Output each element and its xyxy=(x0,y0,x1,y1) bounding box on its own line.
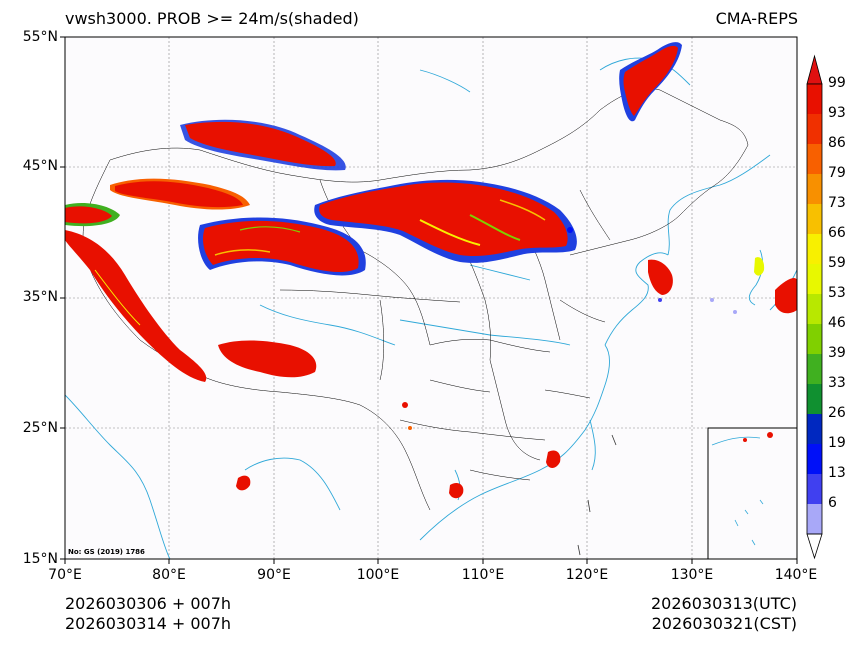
colorbar-label: 53 xyxy=(828,285,846,301)
valid-time-cst: 2026030321(CST) xyxy=(651,614,797,633)
colorbar-segment xyxy=(807,504,822,534)
colorbar-segment xyxy=(807,234,822,264)
colorbar-frame xyxy=(806,83,823,535)
colorbar-segment xyxy=(807,324,822,354)
colorbar-segment xyxy=(807,414,822,444)
lon-label-130: 130°E xyxy=(670,567,714,583)
colorbar-label: 19 xyxy=(828,435,846,451)
lon-label-120: 120°E xyxy=(565,567,609,583)
graticule xyxy=(65,37,797,559)
lon-label-90: 90°E xyxy=(257,567,291,583)
model-name: CMA-REPS xyxy=(715,9,798,28)
colorbar-label: 39 xyxy=(828,345,846,361)
colorbar-label: 6 xyxy=(828,495,837,511)
axis-ticks xyxy=(60,36,798,564)
lon-label-140: 140°E xyxy=(774,567,818,583)
colorbar-min-arrow xyxy=(806,533,823,560)
lon-label-70: 70°E xyxy=(48,567,82,583)
colorbar-label: 73 xyxy=(828,195,846,211)
probability-shading xyxy=(65,42,797,499)
colorbar-segment xyxy=(807,474,822,504)
colorbar-segment xyxy=(807,354,822,384)
south-china-sea-inset xyxy=(707,427,797,559)
colorbar-segment xyxy=(807,114,822,144)
colorbar-max-arrow xyxy=(806,54,823,85)
lat-label-55: 55°N xyxy=(22,29,58,45)
colorbar-label: 46 xyxy=(828,315,846,331)
init-time-utc: 2026030306 + 007h xyxy=(65,594,232,613)
init-time-cst: 2026030314 + 007h xyxy=(65,614,232,633)
colorbar-label: 93 xyxy=(828,105,846,121)
valid-times: 2026030313(UTC) 2026030321(CST) xyxy=(651,594,797,634)
colorbar-label: 13 xyxy=(828,465,846,481)
lon-label-100: 100°E xyxy=(356,567,400,583)
lat-label-15: 15°N xyxy=(22,551,58,567)
lat-label-25: 25°N xyxy=(22,420,58,436)
watermark: No: GS (2019) 1786 xyxy=(68,548,145,556)
colorbar-segment xyxy=(807,144,822,174)
colorbar-segment xyxy=(807,84,822,114)
colorbar-label: 86 xyxy=(828,135,846,151)
colorbar-label: 26 xyxy=(828,405,846,421)
coastlines xyxy=(65,57,797,559)
colorbar-label: 66 xyxy=(828,225,846,241)
colorbar-segment xyxy=(807,444,822,474)
map-title: vwsh3000. PROB >= 24m/s(shaded) xyxy=(65,9,359,28)
colorbar-segment xyxy=(807,264,822,294)
colorbar-label: 99 xyxy=(828,75,846,91)
colorbar-label: 33 xyxy=(828,375,846,391)
colorbar-segment xyxy=(807,294,822,324)
valid-time-utc: 2026030313(UTC) xyxy=(651,594,797,613)
colorbar xyxy=(806,54,823,560)
init-times: 2026030306 + 007h 2026030314 + 007h xyxy=(65,594,231,634)
lon-label-110: 110°E xyxy=(461,567,505,583)
lat-label-35: 35°N xyxy=(22,289,58,305)
colorbar-label: 59 xyxy=(828,255,846,271)
lat-label-45: 45°N xyxy=(22,158,58,174)
colorbar-segment xyxy=(807,174,822,204)
lon-label-80: 80°E xyxy=(152,567,186,583)
colorbar-segment xyxy=(807,204,822,234)
colorbar-segment xyxy=(807,384,822,414)
dash-lines xyxy=(577,434,617,556)
colorbar-label: 79 xyxy=(828,165,846,181)
